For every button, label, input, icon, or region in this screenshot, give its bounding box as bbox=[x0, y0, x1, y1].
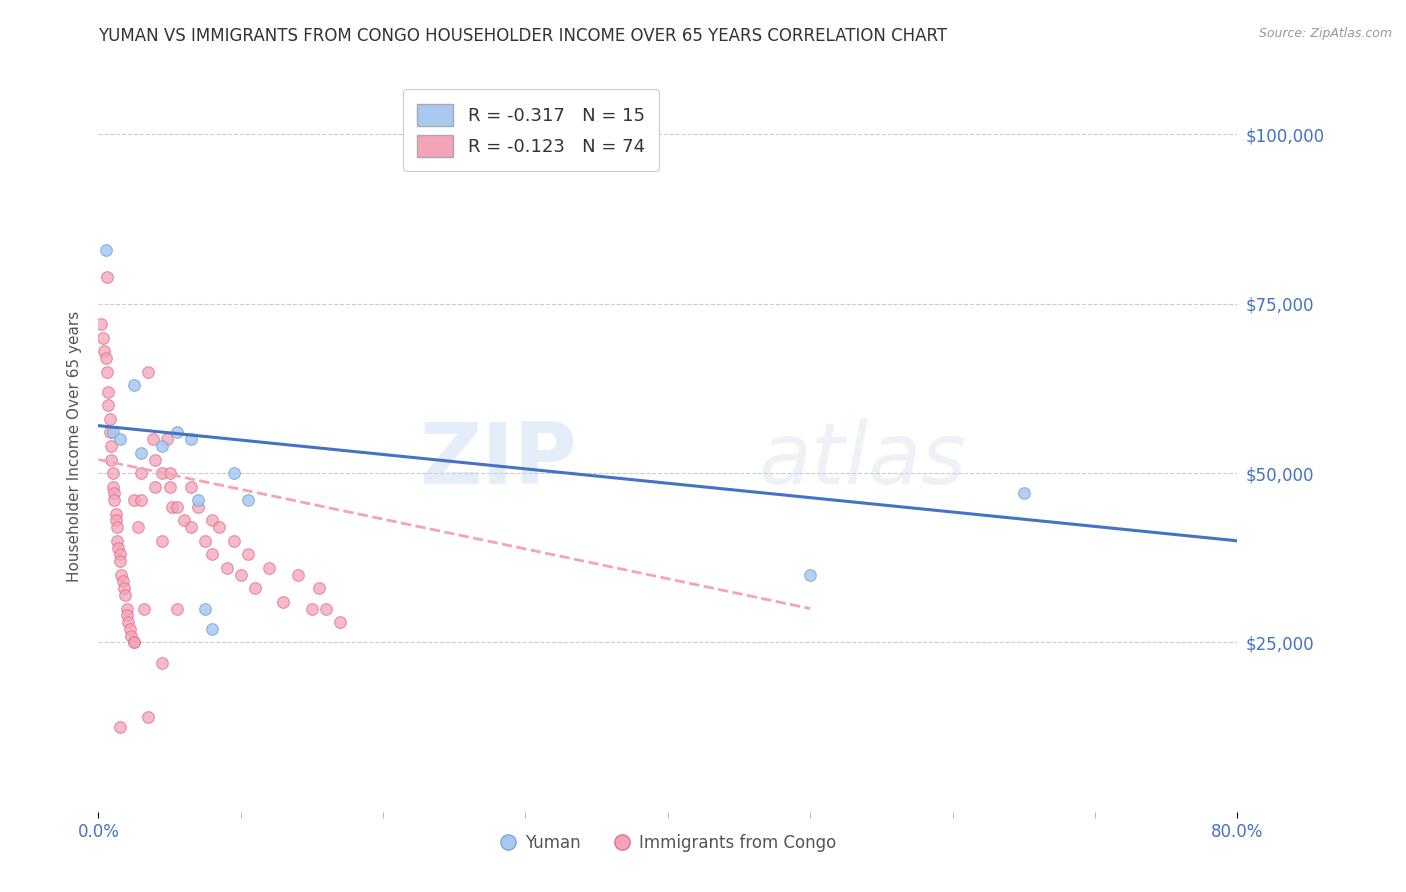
Point bbox=[91, 331, 114, 345]
Point bbox=[118, 622, 141, 636]
Point bbox=[97, 384, 120, 399]
Point bbox=[100, 452, 122, 467]
Point bbox=[136, 710, 159, 724]
Point bbox=[159, 480, 181, 494]
Point bbox=[105, 520, 128, 534]
Point bbox=[112, 581, 135, 595]
Point bbox=[152, 656, 174, 670]
Point bbox=[115, 601, 138, 615]
Point bbox=[215, 561, 238, 575]
Point bbox=[208, 520, 231, 534]
Text: atlas: atlas bbox=[759, 419, 967, 502]
Point bbox=[180, 520, 202, 534]
Point bbox=[308, 581, 330, 595]
Point bbox=[152, 533, 174, 548]
Point bbox=[1012, 486, 1035, 500]
Point bbox=[101, 466, 124, 480]
Point bbox=[187, 493, 209, 508]
Point bbox=[96, 364, 118, 378]
Point bbox=[145, 452, 167, 467]
Point bbox=[136, 364, 159, 378]
Point bbox=[201, 514, 224, 528]
Point bbox=[111, 574, 134, 589]
Point bbox=[129, 446, 152, 460]
Point bbox=[243, 581, 266, 595]
Point bbox=[120, 629, 142, 643]
Point bbox=[100, 439, 122, 453]
Point bbox=[799, 567, 821, 582]
Point bbox=[122, 635, 145, 649]
Point bbox=[141, 432, 163, 446]
Point bbox=[180, 480, 202, 494]
Point bbox=[222, 533, 245, 548]
Point bbox=[98, 412, 121, 426]
Point bbox=[97, 398, 120, 412]
Y-axis label: Householder Income Over 65 years: Householder Income Over 65 years bbox=[67, 310, 83, 582]
Point bbox=[159, 466, 181, 480]
Text: YUMAN VS IMMIGRANTS FROM CONGO HOUSEHOLDER INCOME OVER 65 YEARS CORRELATION CHAR: YUMAN VS IMMIGRANTS FROM CONGO HOUSEHOLD… bbox=[98, 27, 948, 45]
Point bbox=[110, 567, 132, 582]
Legend: Yuman, Immigrants from Congo: Yuman, Immigrants from Congo bbox=[494, 827, 842, 858]
Point bbox=[229, 567, 252, 582]
Text: Source: ZipAtlas.com: Source: ZipAtlas.com bbox=[1258, 27, 1392, 40]
Point bbox=[104, 514, 127, 528]
Point bbox=[96, 269, 118, 284]
Point bbox=[108, 554, 131, 568]
Point bbox=[117, 615, 139, 629]
Point bbox=[90, 317, 112, 331]
Point bbox=[103, 493, 125, 508]
Point bbox=[115, 608, 138, 623]
Point bbox=[129, 466, 152, 480]
Point bbox=[122, 378, 145, 392]
Point bbox=[166, 601, 188, 615]
Point bbox=[156, 432, 179, 446]
Point bbox=[194, 601, 217, 615]
Point bbox=[166, 500, 188, 514]
Point bbox=[187, 500, 209, 514]
Point bbox=[173, 514, 195, 528]
Point bbox=[259, 561, 281, 575]
Point bbox=[129, 493, 152, 508]
Point bbox=[127, 520, 149, 534]
Point bbox=[273, 595, 295, 609]
Point bbox=[93, 344, 115, 359]
Point bbox=[152, 439, 174, 453]
Point bbox=[222, 466, 245, 480]
Point bbox=[236, 493, 259, 508]
Point bbox=[108, 547, 131, 561]
Point bbox=[122, 493, 145, 508]
Point bbox=[166, 425, 188, 440]
Point bbox=[301, 601, 323, 615]
Point bbox=[236, 547, 259, 561]
Point bbox=[104, 507, 127, 521]
Point bbox=[315, 601, 337, 615]
Point bbox=[114, 588, 136, 602]
Point bbox=[180, 432, 202, 446]
Point bbox=[94, 351, 117, 365]
Point bbox=[194, 533, 217, 548]
Point bbox=[108, 432, 131, 446]
Point bbox=[201, 622, 224, 636]
Point bbox=[132, 601, 155, 615]
Point bbox=[201, 547, 224, 561]
Point bbox=[107, 541, 129, 555]
Point bbox=[103, 486, 125, 500]
Point bbox=[152, 466, 174, 480]
Point bbox=[94, 243, 117, 257]
Point bbox=[105, 533, 128, 548]
Text: ZIP: ZIP bbox=[419, 419, 576, 502]
Point bbox=[145, 480, 167, 494]
Point bbox=[162, 500, 184, 514]
Point bbox=[98, 425, 121, 440]
Point bbox=[108, 720, 131, 734]
Point bbox=[101, 480, 124, 494]
Point bbox=[122, 635, 145, 649]
Point bbox=[287, 567, 309, 582]
Point bbox=[329, 615, 352, 629]
Point bbox=[101, 425, 124, 440]
